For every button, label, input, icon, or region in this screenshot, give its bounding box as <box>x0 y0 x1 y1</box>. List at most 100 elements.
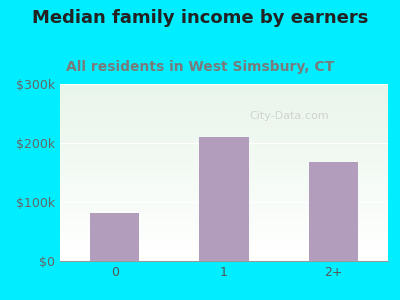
Bar <box>60 216 388 217</box>
Bar <box>60 155 388 156</box>
Bar <box>60 188 388 189</box>
Bar <box>60 176 388 177</box>
Bar <box>60 140 388 141</box>
Bar <box>60 241 388 242</box>
Bar <box>60 251 388 252</box>
Bar <box>60 126 388 127</box>
Bar <box>60 161 388 162</box>
Text: All residents in West Simsbury, CT: All residents in West Simsbury, CT <box>66 60 334 74</box>
Bar <box>60 143 388 144</box>
Bar <box>60 164 388 165</box>
Bar <box>60 246 388 247</box>
Bar <box>60 214 388 215</box>
Bar <box>60 159 388 160</box>
Bar <box>60 206 388 207</box>
Bar <box>60 146 388 147</box>
Bar <box>60 184 388 185</box>
Bar <box>60 242 388 243</box>
Bar <box>60 89 388 90</box>
Bar <box>60 157 388 158</box>
Bar <box>60 170 388 171</box>
Bar <box>60 183 388 184</box>
Bar <box>60 257 388 258</box>
Bar <box>60 258 388 259</box>
Bar <box>60 260 388 261</box>
Bar <box>60 87 388 88</box>
Bar <box>60 190 388 191</box>
Bar <box>60 198 388 199</box>
Bar <box>60 150 388 151</box>
Bar <box>60 158 388 159</box>
Bar <box>60 142 388 143</box>
Bar <box>60 115 388 116</box>
Bar <box>60 85 388 86</box>
Bar <box>309 162 358 261</box>
Bar <box>60 122 388 123</box>
Bar <box>60 229 388 230</box>
Bar <box>60 123 388 124</box>
Bar <box>60 94 388 95</box>
Bar <box>60 106 388 107</box>
Bar <box>60 92 388 93</box>
Bar <box>60 237 388 238</box>
Bar <box>60 141 388 142</box>
Bar <box>60 192 388 193</box>
Bar <box>60 132 388 133</box>
Bar <box>60 228 388 229</box>
Bar <box>60 185 388 186</box>
Bar <box>60 200 388 201</box>
Bar <box>60 95 388 96</box>
Bar <box>60 125 388 126</box>
Bar <box>60 135 388 136</box>
Bar <box>60 173 388 174</box>
Bar <box>60 256 388 257</box>
Bar <box>60 233 388 234</box>
Bar <box>60 162 388 163</box>
Bar <box>60 254 388 255</box>
Bar <box>60 253 388 254</box>
Bar <box>60 108 388 109</box>
Bar <box>60 168 388 169</box>
Bar <box>60 149 388 150</box>
Text: Median family income by earners: Median family income by earners <box>32 9 368 27</box>
Bar <box>60 114 388 115</box>
Bar <box>60 103 388 104</box>
Bar <box>60 210 388 211</box>
Bar <box>60 187 388 188</box>
Bar <box>60 199 388 200</box>
Bar <box>60 172 388 173</box>
Bar <box>60 165 388 166</box>
Bar <box>60 226 388 227</box>
Bar <box>60 166 388 167</box>
Bar <box>60 196 388 197</box>
Bar <box>60 178 388 179</box>
Bar <box>60 222 388 223</box>
Bar <box>60 139 388 140</box>
Bar <box>60 119 388 120</box>
Bar <box>60 98 388 99</box>
Bar <box>60 154 388 155</box>
Bar <box>60 163 388 164</box>
Bar <box>60 249 388 250</box>
Bar <box>60 221 388 222</box>
Bar <box>60 240 388 241</box>
Bar <box>60 116 388 117</box>
Bar <box>60 124 388 125</box>
Bar <box>60 86 388 87</box>
Bar <box>60 175 388 176</box>
Bar <box>60 255 388 256</box>
Bar <box>60 236 388 237</box>
Bar <box>60 151 388 152</box>
Bar <box>60 211 388 212</box>
Bar <box>60 223 388 224</box>
Bar <box>60 129 388 130</box>
Bar <box>60 148 388 149</box>
Bar <box>60 244 388 245</box>
Bar <box>60 204 388 205</box>
Bar <box>60 201 388 202</box>
Bar <box>60 208 388 209</box>
Bar <box>60 259 388 260</box>
Bar <box>199 137 248 261</box>
Bar <box>60 113 388 114</box>
Bar <box>60 186 388 187</box>
